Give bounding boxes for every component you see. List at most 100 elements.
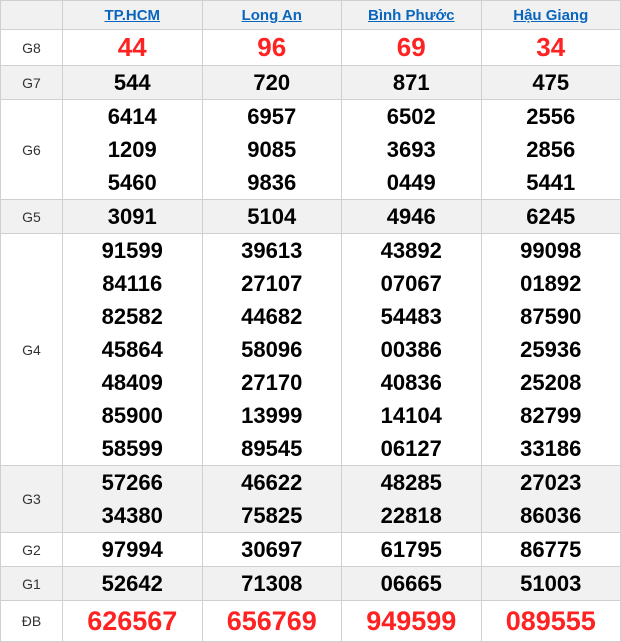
prize-cell: 720: [201, 65, 342, 100]
prize-label: G6: [0, 99, 63, 200]
prize-cell: 475: [480, 65, 621, 100]
prize-cell: 44: [62, 29, 203, 66]
prize-number: 626567: [87, 606, 178, 636]
prize-cell: 97994: [62, 532, 203, 567]
prize-number: 71308: [241, 571, 303, 596]
prize-number: 82582: [101, 304, 163, 329]
prize-number: 6957: [247, 104, 297, 129]
prize-number: 9836: [247, 170, 297, 195]
prize-row-g7: G7 544 720 871 475: [0, 65, 621, 100]
prize-cell: 48285 22818: [341, 465, 482, 533]
prize-number: 58599: [101, 436, 163, 461]
prize-number: 27023: [520, 470, 582, 495]
prize-number: 6414: [107, 104, 157, 129]
prize-cell: 34: [480, 29, 621, 66]
prize-number: 91599: [101, 238, 163, 263]
prize-number: 40836: [380, 370, 442, 395]
prize-cell: 3091: [62, 199, 203, 234]
prize-number: 5104: [247, 204, 297, 229]
prize-label: G5: [0, 199, 63, 234]
prize-number: 22818: [380, 503, 442, 528]
prize-cell: 46622 75825: [201, 465, 342, 533]
prize-label: G3: [0, 465, 63, 533]
prize-number: 5441: [526, 170, 576, 195]
prize-label: G2: [0, 532, 63, 567]
prize-cell: 6957 9085 9836: [201, 99, 342, 200]
column-header-longan: Long An: [201, 0, 342, 30]
prize-number: 43892: [380, 238, 442, 263]
prize-cell: 626567: [62, 600, 203, 642]
prize-number: 89545: [241, 436, 303, 461]
prize-number: 85900: [101, 403, 163, 428]
prize-cell: 949599: [341, 600, 482, 642]
prize-cell: 71308: [201, 566, 342, 601]
prize-number: 871: [392, 70, 430, 95]
prize-cell: 91599 84116 82582 45864 48409 85900 58599: [62, 233, 203, 466]
prize-cell: 6414 1209 5460: [62, 99, 203, 200]
prize-cell: 61795: [341, 532, 482, 567]
prize-number: 54483: [380, 304, 442, 329]
prize-number: 45864: [101, 337, 163, 362]
tphcm-link[interactable]: TP.HCM: [104, 6, 161, 24]
prize-number: 33186: [520, 436, 582, 461]
prize-number: 51003: [520, 571, 582, 596]
prize-cell: 51003: [480, 566, 621, 601]
longan-link[interactable]: Long An: [241, 6, 302, 24]
prize-cell: 656769: [201, 600, 342, 642]
prize-number: 00386: [380, 337, 442, 362]
prize-number: 52642: [101, 571, 163, 596]
prize-cell: 089555: [480, 600, 621, 642]
prize-row-g3: G3 57266 34380 46622 75825 48285 22818 27023 860…: [0, 465, 621, 533]
prize-number: 97994: [101, 537, 163, 562]
prize-number: 13999: [241, 403, 303, 428]
prize-row-g1: G1 52642 71308 06665 51003: [0, 566, 621, 601]
prize-number: 07067: [380, 271, 442, 296]
prize-row-g4: G4 91599 84116 82582 45864 48409 85900 58599 396…: [0, 233, 621, 466]
prize-number: 4946: [386, 204, 436, 229]
prize-number: 3693: [386, 137, 436, 162]
prize-number: 06665: [380, 571, 442, 596]
prize-number: 25936: [520, 337, 582, 362]
prize-number: 2556: [526, 104, 576, 129]
prize-number: 5460: [107, 170, 157, 195]
prize-number: 58096: [241, 337, 303, 362]
prize-number: 61795: [380, 537, 442, 562]
prize-number: 48409: [101, 370, 163, 395]
prize-number: 99098: [520, 238, 582, 263]
prize-cell: 52642: [62, 566, 203, 601]
prize-number: 14104: [380, 403, 442, 428]
prize-cell: 2556 2856 5441: [480, 99, 621, 200]
column-header-binhphuoc: Bình Phước: [341, 0, 482, 30]
prize-number: 9085: [247, 137, 297, 162]
prize-number: 3091: [107, 204, 157, 229]
prize-number: 6502: [386, 104, 436, 129]
prize-cell: 871: [341, 65, 482, 100]
prize-number: 44: [117, 32, 147, 62]
haugiang-link[interactable]: Hậu Giang: [513, 6, 589, 24]
prize-label: G7: [0, 65, 63, 100]
prize-cell: 96: [201, 29, 342, 66]
prize-number: 86036: [520, 503, 582, 528]
prize-number: 57266: [101, 470, 163, 495]
binhphuoc-link[interactable]: Bình Phước: [367, 6, 455, 24]
prize-label: G4: [0, 233, 63, 466]
prize-label: ĐB: [0, 600, 63, 642]
prize-cell: 4946: [341, 199, 482, 234]
prize-cell: 86775: [480, 532, 621, 567]
prize-cell: 39613 27107 44682 58096 27170 13999 89545: [201, 233, 342, 466]
prize-number: 69: [396, 32, 426, 62]
header-corner-cell: [0, 0, 63, 30]
column-header-tphcm: TP.HCM: [62, 0, 203, 30]
prize-cell: 57266 34380: [62, 465, 203, 533]
prize-row-g6: G6 6414 1209 5460 6957 9085 9836 6502 3693 0449 25…: [0, 99, 621, 200]
prize-cell: 69: [341, 29, 482, 66]
prize-row-g2: G2 97994 30697 61795 86775: [0, 532, 621, 567]
prize-cell: 06665: [341, 566, 482, 601]
prize-number: 87590: [520, 304, 582, 329]
prize-number: 1209: [107, 137, 157, 162]
prize-number: 27107: [241, 271, 303, 296]
prize-number: 06127: [380, 436, 442, 461]
prize-number: 86775: [520, 537, 582, 562]
prize-number: 2856: [526, 137, 576, 162]
